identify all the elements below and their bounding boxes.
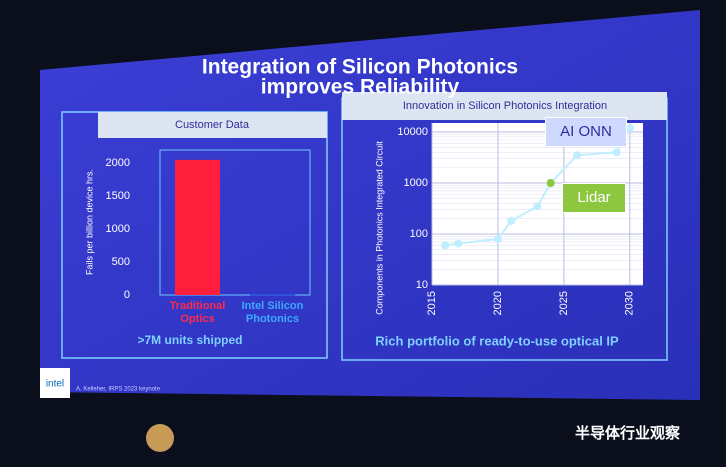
data-point: [625, 123, 634, 132]
y-tick-label: 1000: [106, 223, 130, 235]
left-header: [98, 112, 327, 138]
annotation: AI ONN: [545, 117, 627, 147]
x-tick-label: Traditional Optics: [169, 300, 226, 325]
data-point: [493, 234, 502, 243]
data-point: [441, 241, 450, 250]
data-point: [454, 239, 463, 248]
caption: Rich portfolio of ready-to-use optical I…: [375, 333, 619, 348]
y-tick-label: 1500: [106, 190, 130, 202]
y-tick-label: 1000: [404, 177, 428, 189]
y-tick-label: 2000: [106, 157, 130, 169]
data-point: [507, 216, 516, 225]
y-tick-label: 0: [124, 289, 130, 301]
bar: [250, 294, 295, 296]
x-tick-label: 2025: [558, 291, 570, 315]
bar: [175, 159, 220, 295]
data-point: [533, 202, 542, 211]
speaker: [146, 424, 174, 452]
data-point: [612, 148, 621, 157]
data-point: [573, 151, 582, 160]
y-tick-label: 100: [410, 228, 428, 240]
caption: >7M units shipped: [137, 333, 242, 347]
footer: A. Kelleher, IRPS 2023 keynote: [76, 387, 161, 393]
y-axis-label: Fails per billion device hrs.: [84, 169, 94, 275]
annotation: Lidar: [562, 183, 626, 213]
data-point: [546, 178, 555, 187]
logo-box: [40, 368, 70, 398]
logo: intel: [46, 379, 64, 390]
right-header: [342, 92, 667, 120]
y-tick-label: 10000: [397, 126, 428, 138]
panel-title: Customer Data: [175, 119, 250, 131]
x-tick-label: Intel Silicon Photonics: [241, 300, 304, 325]
watermark: 半导体行业观察: [575, 424, 681, 442]
x-tick-label: 2030: [624, 291, 636, 315]
slide-title: Integration of Silicon Photonics: [202, 56, 518, 79]
y-axis-label: Components in Photonics Integrated Circu…: [374, 141, 384, 315]
x-tick-label: 2020: [492, 291, 504, 315]
plot-frame: [159, 149, 311, 296]
y-tick-label: 500: [112, 256, 130, 268]
y-tick-label: 10: [416, 279, 428, 291]
slide-title: improves Reliability: [261, 76, 460, 99]
panel-title: Innovation in Silicon Photonics Integrat…: [403, 100, 607, 112]
x-tick-label: 2015: [426, 291, 438, 315]
